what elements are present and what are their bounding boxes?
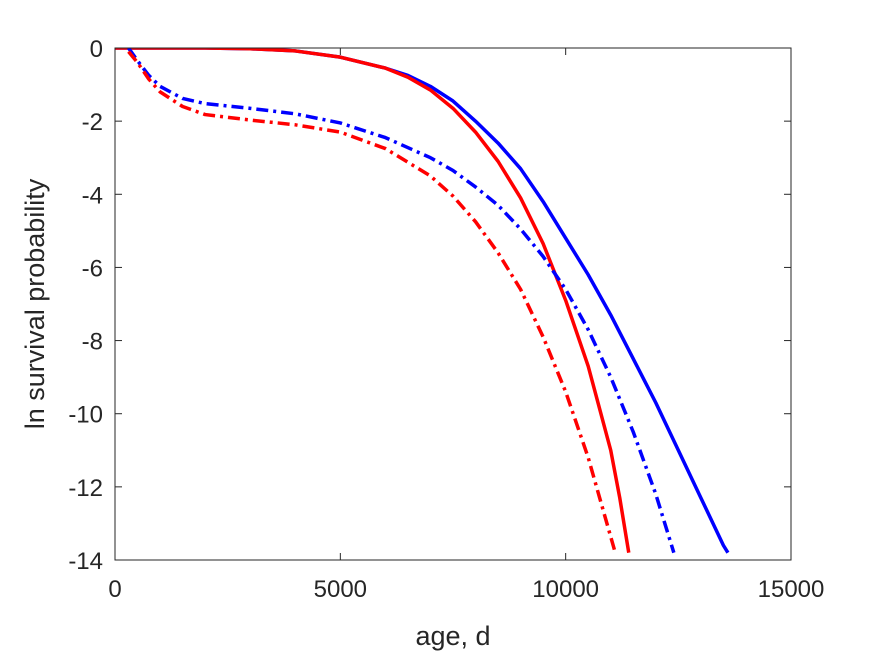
y-axis-label: ln survival probability: [20, 178, 50, 429]
series-line-red-solid: [115, 48, 631, 553]
y-tick-label: -14: [68, 548, 103, 575]
x-tick-label: 15000: [758, 576, 825, 603]
x-tick-label: 0: [108, 576, 121, 603]
y-tick-label: 0: [90, 36, 103, 63]
y-tick-label: -8: [82, 329, 103, 356]
y-tick-label: -6: [82, 255, 103, 282]
x-tick-label: 5000: [314, 576, 367, 603]
y-tick-label: -4: [82, 182, 103, 209]
tick-labels: 0 5000 10000 15000 0 -2 -4 -6 -8 -10 -12 -14: [68, 36, 824, 603]
y-tick-label: -12: [68, 475, 103, 502]
plot-area: [115, 48, 730, 554]
x-axis-label: age, d: [415, 621, 490, 651]
axes-frame: [114, 47, 792, 561]
y-tick-label: -10: [68, 402, 103, 429]
x-tick-label: 10000: [532, 576, 599, 603]
series-line-blue-dashdot: [127, 48, 676, 554]
y-tick-label: -2: [82, 109, 103, 136]
series-line-red-dashdot: [127, 50, 617, 554]
